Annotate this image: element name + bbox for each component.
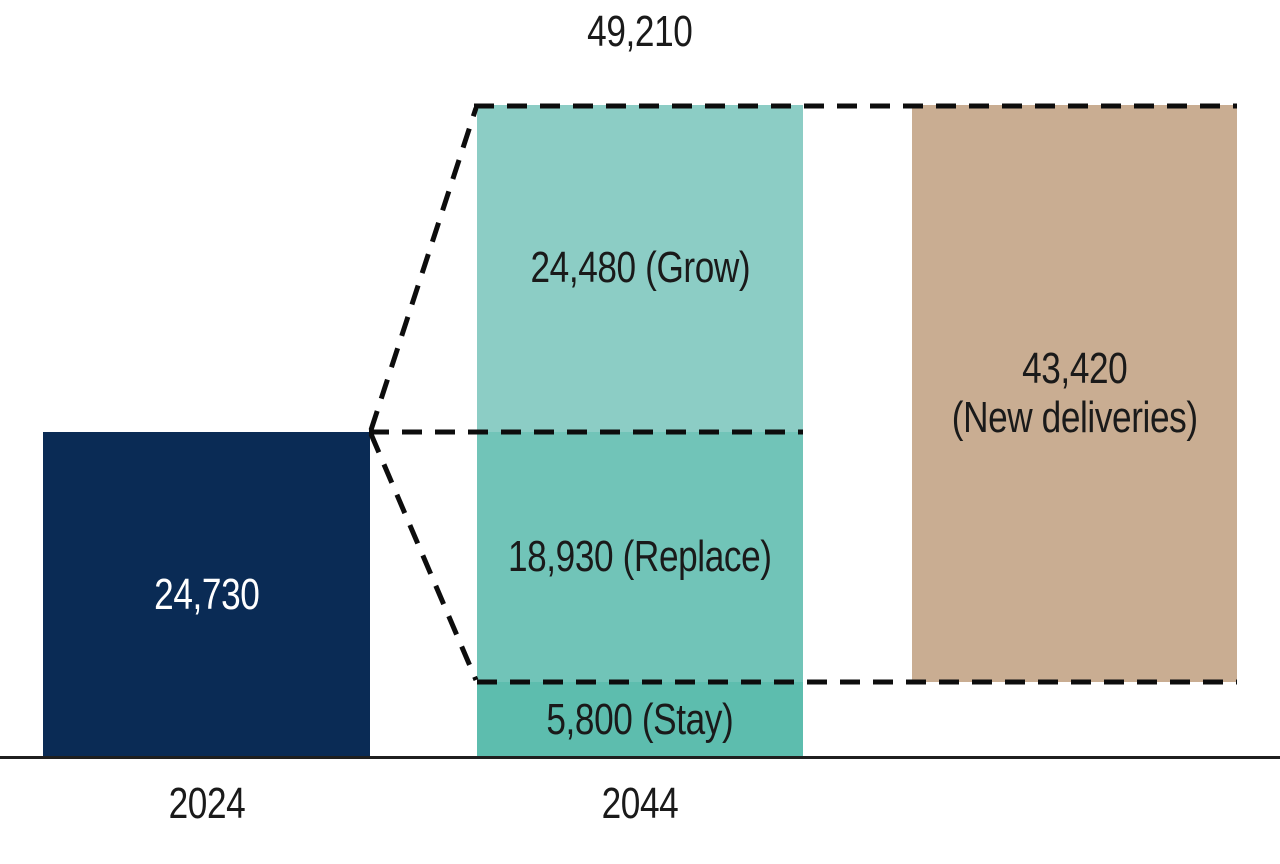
x-axis-label-2024-box: 2024 bbox=[43, 776, 370, 832]
dashed-diagonal-down-connector bbox=[368, 433, 479, 681]
bar-2024-fleet: 24,730 bbox=[43, 432, 370, 758]
total-label-box: 49,210 bbox=[477, 4, 803, 60]
dashed-diagonal-up-connector bbox=[368, 107, 479, 431]
bar-new-deliveries-label: 43,420 (New deliveries) bbox=[951, 344, 1198, 442]
segment-replace: 18,930 (Replace) bbox=[477, 432, 803, 682]
x-axis-line bbox=[0, 756, 1280, 759]
segment-stay-label: 5,800 (Stay) bbox=[546, 694, 734, 744]
bar-new-deliveries-caption: (New deliveries) bbox=[951, 392, 1198, 442]
segment-replace-label: 18,930 (Replace) bbox=[508, 531, 772, 581]
segment-stay: 5,800 (Stay) bbox=[477, 682, 803, 758]
total-2044-value-label: 49,210 bbox=[587, 6, 693, 56]
segment-grow-label: 24,480 (Grow) bbox=[530, 243, 750, 293]
bar-2024-value-label: 24,730 bbox=[153, 569, 260, 619]
x-axis-label-2024: 2024 bbox=[168, 778, 245, 828]
x-axis-label-2044: 2044 bbox=[601, 778, 679, 828]
bar-new-deliveries-value: 43,420 bbox=[1021, 344, 1128, 394]
x-axis-label-2044-box: 2044 bbox=[477, 776, 803, 832]
bar-new-deliveries: 43,420 (New deliveries) bbox=[912, 105, 1237, 682]
segment-grow: 24,480 (Grow) bbox=[477, 105, 803, 432]
